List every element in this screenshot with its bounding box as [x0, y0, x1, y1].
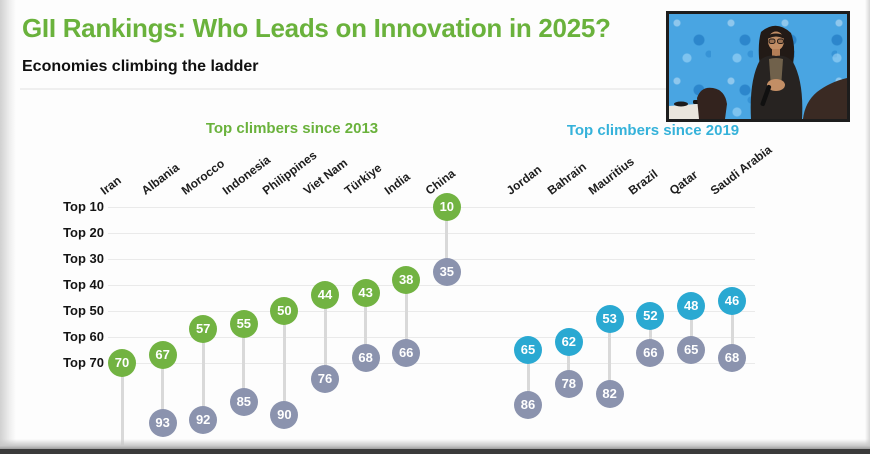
gridline — [108, 258, 755, 260]
left-edge-shade — [0, 0, 16, 454]
group-label-climbers-2019: Top climbers since 2019 — [566, 122, 740, 139]
connector-line — [242, 324, 246, 402]
page-title: GII Rankings: Who Leads on Innovation in… — [22, 13, 611, 43]
previous-rank-marker: 68 — [718, 343, 746, 372]
connector-line — [608, 318, 612, 395]
connector-line — [364, 292, 368, 358]
country-label: Albania — [138, 160, 182, 198]
previous-rank-marker: 93 — [148, 408, 177, 437]
y-axis-label: Top 70 — [63, 355, 104, 370]
current-rank-marker: 65 — [514, 336, 542, 364]
speaker-illustration — [669, 25, 847, 119]
connector-line — [567, 342, 571, 384]
bottom-bar — [0, 449, 870, 454]
previous-rank-marker: 68 — [351, 343, 380, 372]
y-axis-label: Top 20 — [63, 225, 104, 240]
current-rank-marker: 43 — [351, 278, 380, 307]
page-subtitle: Economies climbing the ladder — [22, 58, 259, 75]
connector-line — [648, 316, 652, 353]
header-divider — [20, 88, 848, 90]
y-axis-label: Top 60 — [63, 329, 104, 344]
gridline — [108, 284, 755, 286]
country-label: Brazil — [626, 166, 661, 198]
connector-line — [730, 300, 734, 358]
connector-line — [120, 363, 124, 449]
connector-line — [282, 311, 286, 415]
speaker-video-overlay[interactable] — [666, 11, 850, 122]
gridline — [108, 362, 755, 364]
current-rank-marker: 62 — [554, 328, 583, 357]
current-rank-marker: 67 — [148, 341, 177, 370]
country-label: China — [422, 166, 458, 198]
previous-rank-marker: 65 — [677, 336, 706, 364]
connector-line — [323, 295, 327, 379]
current-rank-marker: 70 — [108, 349, 136, 377]
previous-rank-marker: 86 — [514, 390, 542, 419]
previous-rank-marker: 92 — [189, 406, 218, 435]
previous-rank-marker: 82 — [595, 380, 624, 409]
current-rank-marker: 46 — [718, 286, 746, 315]
current-rank-marker: 50 — [270, 297, 299, 325]
country-label: Iran — [97, 173, 124, 198]
previous-rank-marker: 85 — [229, 388, 258, 416]
connector-line — [689, 305, 693, 350]
country-label: Bahrain — [544, 159, 589, 198]
gridline — [108, 336, 755, 338]
previous-rank-marker: 78 — [554, 369, 583, 398]
current-rank-marker: 44 — [311, 281, 339, 310]
country-label: Saudi Arabia — [707, 142, 775, 198]
current-rank-marker: 48 — [677, 291, 706, 320]
connector-line — [161, 355, 165, 423]
current-rank-marker: 38 — [392, 265, 421, 294]
gridline — [108, 310, 755, 312]
current-rank-marker: 10 — [432, 193, 461, 221]
current-rank-marker: 52 — [636, 302, 665, 331]
connector-line — [526, 350, 530, 405]
previous-rank-marker: 90 — [270, 401, 299, 429]
current-rank-marker: 57 — [189, 315, 218, 344]
country-label: India — [381, 169, 413, 198]
group-label-climbers-2013: Top climbers since 2013 — [205, 120, 379, 137]
gridline — [108, 206, 755, 208]
previous-rank-marker: 66 — [392, 338, 421, 367]
previous-rank-marker: 76 — [311, 364, 339, 393]
gridline — [108, 232, 755, 234]
current-rank-marker: 55 — [229, 310, 258, 338]
connector-line — [445, 207, 449, 272]
y-axis-label: Top 10 — [63, 199, 104, 214]
country-label: Morocco — [178, 156, 228, 198]
connector-line — [404, 279, 408, 353]
country-label: Jordan — [503, 162, 545, 198]
y-axis-label: Top 30 — [63, 251, 104, 266]
previous-rank-marker: 35 — [432, 258, 461, 286]
y-axis-label: Top 50 — [63, 303, 104, 318]
current-rank-marker: 53 — [595, 304, 624, 333]
country-label: Qatar — [666, 167, 701, 198]
y-axis-label: Top 40 — [63, 277, 104, 292]
right-edge-shade — [865, 0, 870, 454]
previous-rank-marker: 66 — [636, 338, 665, 367]
connector-line — [201, 329, 205, 421]
